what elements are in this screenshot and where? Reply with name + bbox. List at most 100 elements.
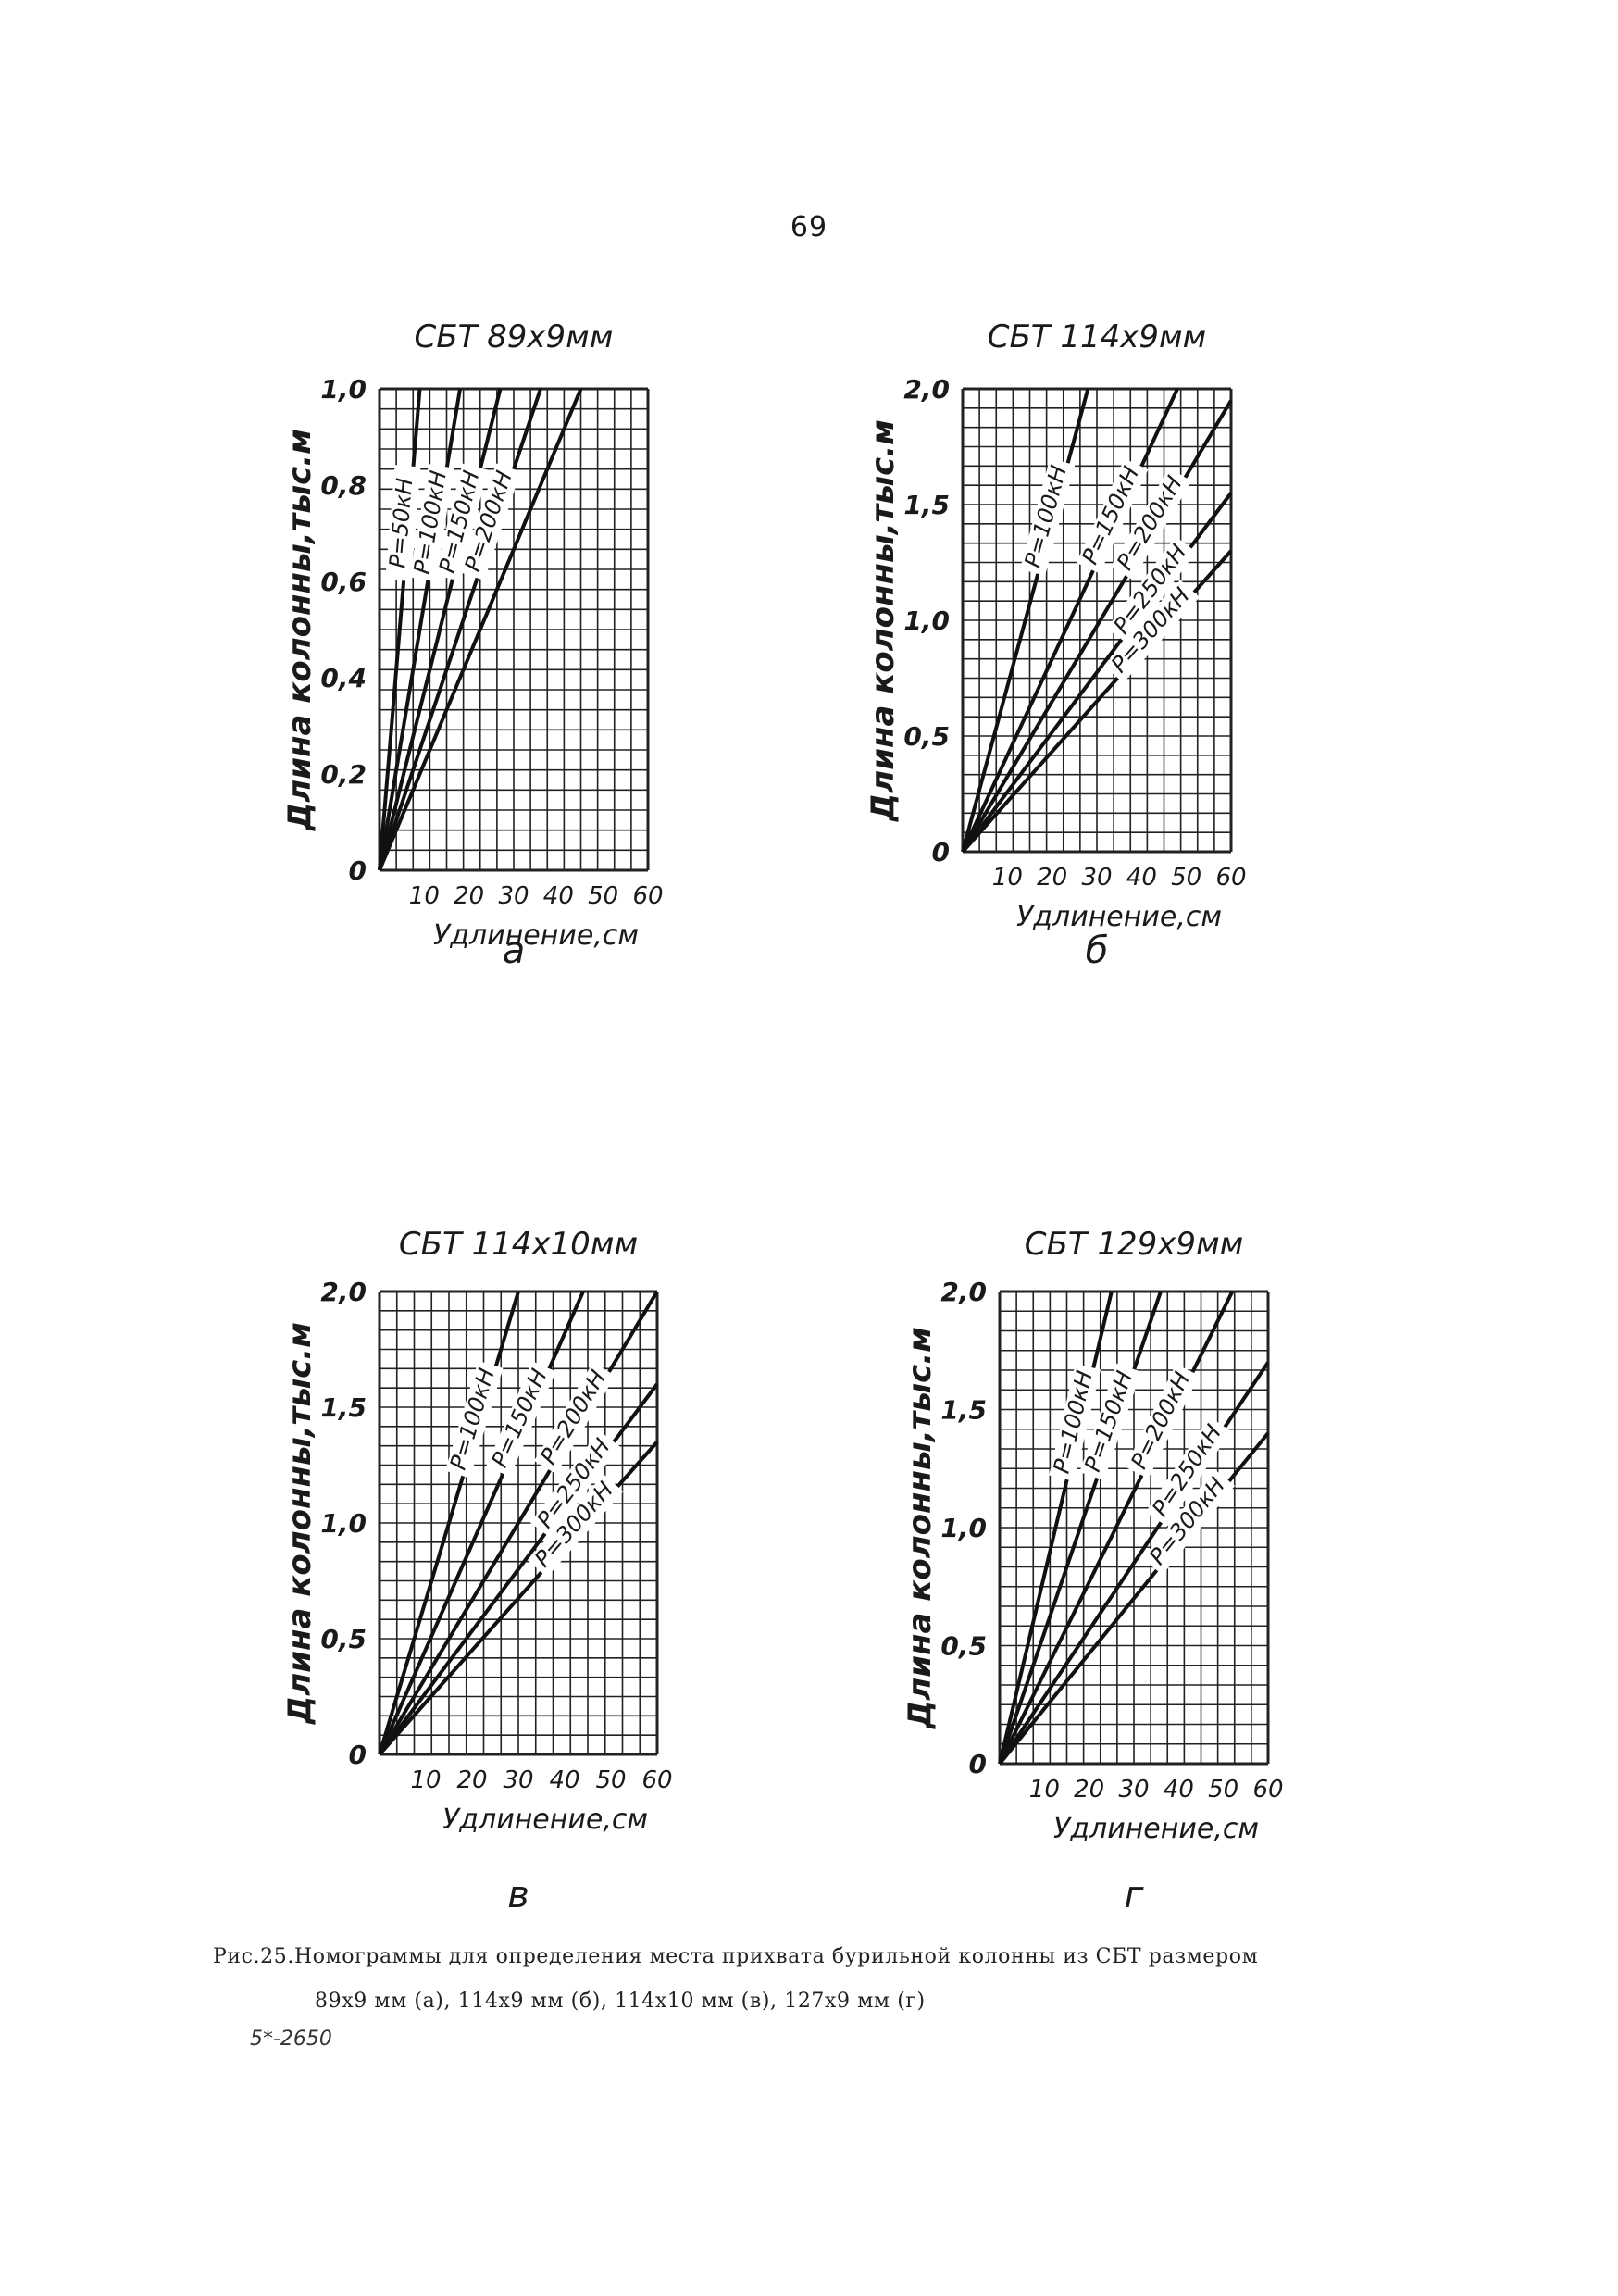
y-tick-label: 0,8 xyxy=(320,470,367,501)
grid xyxy=(998,1290,1270,1766)
series-label-bg xyxy=(434,463,488,581)
figure-caption: Рис.25.Номограммы для определения места … xyxy=(213,1935,1453,2024)
y-tick-label: 0 xyxy=(969,1749,987,1779)
y-tick-label: 0 xyxy=(932,837,950,867)
caption-line-1: Рис.25.Номограммы для определения места … xyxy=(213,1945,1259,1968)
y-tick-label: 0,2 xyxy=(320,759,367,790)
chart-svg: СБТ 114х10мм 0 0,5 1,0 1,5 2,0 10 20 30 40 50 60 Удл… xyxy=(281,1226,673,1916)
chart-title: СБТ 114х10мм xyxy=(399,1226,638,1263)
y-tick-label: 2,0 xyxy=(320,1277,367,1307)
y-tick-label: 1,0 xyxy=(903,605,950,636)
x-tick-label: 30 xyxy=(503,1766,533,1794)
x-tick-label: 60 xyxy=(1215,864,1246,892)
y-tick-label: 0,6 xyxy=(320,567,367,597)
y-axis-label: Длина колонны,тыс.м xyxy=(281,429,318,831)
x-tick-label: 50 xyxy=(595,1766,626,1794)
y-axis-label: Длина колонны,тыс.м xyxy=(281,1322,318,1725)
y-tick-label: 0 xyxy=(349,1740,367,1770)
panel-letter: в xyxy=(507,1874,529,1916)
chart-title: СБТ 114х9мм xyxy=(988,318,1207,356)
series-label-bg xyxy=(385,465,421,582)
y-axis-label: Длина колонны,тыс.м xyxy=(902,1327,939,1729)
y-tick-label: 1,0 xyxy=(940,1513,987,1543)
grid xyxy=(961,387,1233,854)
series-label-bg xyxy=(1110,468,1192,580)
chart-svg: СБТ 89х9мм 0 0,2 0,4 0,6 0,8 1,0 10 20 30 40 50 60 Уд… xyxy=(281,318,664,972)
series-label-bg xyxy=(533,1362,616,1475)
series-label-bg xyxy=(1049,1363,1101,1481)
series-label-bg xyxy=(409,464,454,582)
x-tick-label: 20 xyxy=(454,882,484,910)
x-tick-label: 20 xyxy=(456,1766,487,1794)
y-tick-label: 2,0 xyxy=(940,1277,987,1307)
chart-title: СБТ 89х9мм xyxy=(415,318,614,356)
x-tick-label: 30 xyxy=(1081,864,1112,892)
series-label-bg xyxy=(1019,457,1076,576)
series-line xyxy=(378,388,542,871)
panel-letter: б xyxy=(1086,930,1109,972)
y-tick-label: 1,0 xyxy=(320,1508,367,1539)
x-tick-label: 60 xyxy=(641,1766,672,1794)
series-label-bg xyxy=(1106,536,1197,644)
x-tick-label: 10 xyxy=(992,864,1023,892)
x-tick-label: 50 xyxy=(588,882,618,910)
y-tick-label: 0 xyxy=(349,855,367,886)
y-axis-label: Длина колонны,тыс.м xyxy=(865,419,902,822)
series-label-bg xyxy=(486,1361,556,1477)
series-label-bg xyxy=(529,1430,620,1539)
y-tick-label: 0,5 xyxy=(903,721,950,752)
y-tick-label: 0,5 xyxy=(940,1631,987,1662)
panel-letter: г xyxy=(1124,1874,1144,1916)
series-label-bg xyxy=(1125,1364,1200,1479)
series-label-bg xyxy=(445,1360,504,1479)
panel-letter: а xyxy=(503,930,526,972)
y-tick-label: 0,4 xyxy=(320,663,367,693)
series-line xyxy=(378,1290,659,1756)
x-tick-label: 60 xyxy=(1252,1776,1283,1803)
x-tick-label: 10 xyxy=(409,882,440,910)
chart-svg: СБТ 129х9мм 0 0,5 1,0 1,5 2,0 10 20 30 40 50 60 Удли… xyxy=(902,1226,1284,1916)
chart-a: СБТ 89х9мм 0 0,2 0,4 0,6 0,8 1,0 10 20 30 40 50 60 Уд… xyxy=(250,296,731,1000)
series-label-bg xyxy=(459,463,521,580)
y-tick-label: 1,0 xyxy=(320,374,367,405)
x-axis-label: Удлинение,см xyxy=(442,1803,648,1836)
series-line xyxy=(998,1291,1235,1765)
x-axis-label: Удлинение,см xyxy=(433,919,639,952)
y-tick-label: 1,5 xyxy=(903,490,950,520)
series-label-bg xyxy=(1142,1469,1236,1576)
x-tick-label: 60 xyxy=(632,882,663,910)
chart-v: СБТ 114х10мм 0 0,5 1,0 1,5 2,0 10 20 30 40 50 60 Удл… xyxy=(250,1204,768,1944)
y-tick-label: 1,5 xyxy=(940,1395,987,1426)
x-axis-label: Удлинение,см xyxy=(1016,901,1222,933)
x-tick-label: 40 xyxy=(549,1766,579,1794)
footnote: 5*-2650 xyxy=(250,2028,332,2051)
series-label-bg xyxy=(527,1474,624,1578)
series-label-bg xyxy=(1079,1363,1141,1481)
series-label-bg xyxy=(1103,580,1201,683)
x-tick-label: 40 xyxy=(1126,864,1157,892)
x-tick-label: 50 xyxy=(1208,1776,1238,1803)
series-line xyxy=(961,388,1179,853)
x-tick-label: 10 xyxy=(1029,1776,1060,1803)
chart-b: СБТ 114х9мм 0 0,5 1,0 1,5 2,0 10 20 30 40 50 60 Удли… xyxy=(833,296,1351,1000)
y-tick-label: 2,0 xyxy=(903,374,950,405)
chart-title: СБТ 129х9мм xyxy=(1025,1226,1244,1263)
x-tick-label: 40 xyxy=(1164,1776,1194,1803)
series-label-bg xyxy=(1076,458,1149,574)
x-tick-label: 10 xyxy=(410,1766,441,1794)
chart-svg: СБТ 114х9мм 0 0,5 1,0 1,5 2,0 10 20 30 40 50 60 Удли… xyxy=(865,318,1247,972)
page-number: 69 xyxy=(790,211,828,243)
x-tick-label: 20 xyxy=(1037,864,1067,892)
caption-line-2: 89х9 мм (а), 114х9 мм (б), 114х10 мм (в)… xyxy=(315,1990,926,2013)
series-line xyxy=(961,399,1233,854)
y-tick-label: 0,5 xyxy=(320,1624,367,1654)
x-tick-label: 20 xyxy=(1074,1776,1104,1803)
series-line xyxy=(378,388,583,871)
x-tick-label: 50 xyxy=(1171,864,1201,892)
chart-g: СБТ 129х9мм 0 0,5 1,0 1,5 2,0 10 20 30 40 50 60 Удли… xyxy=(870,1204,1351,1944)
x-tick-label: 30 xyxy=(1118,1776,1149,1803)
x-tick-label: 40 xyxy=(543,882,574,910)
x-axis-label: Удлинение,см xyxy=(1053,1813,1259,1845)
x-tick-label: 30 xyxy=(498,882,529,910)
y-tick-label: 1,5 xyxy=(320,1392,367,1423)
